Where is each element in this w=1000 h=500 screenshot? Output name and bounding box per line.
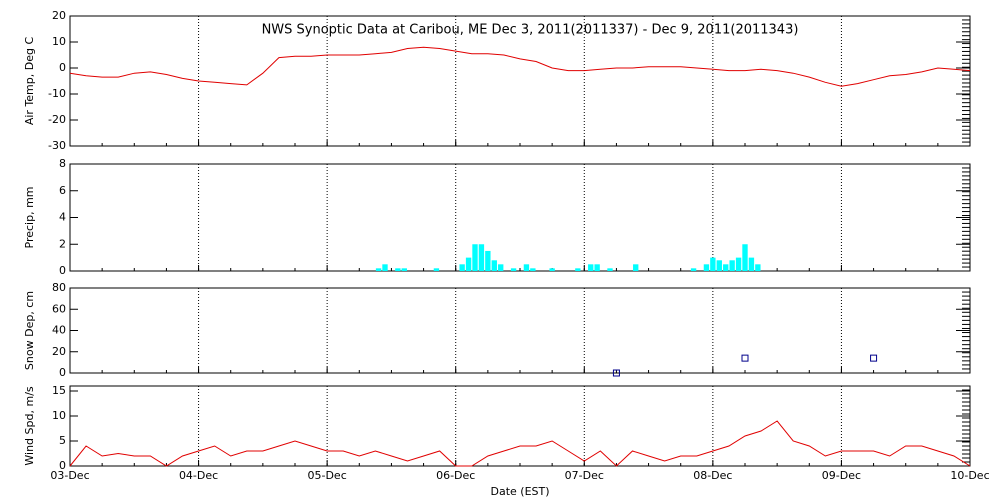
bar xyxy=(498,264,504,271)
y-tick-label: 8 xyxy=(59,157,66,170)
y-tick-label: 20 xyxy=(52,345,66,358)
x-tick-label: 10-Dec xyxy=(950,469,989,482)
bar xyxy=(690,268,697,271)
y-tick-label: 10 xyxy=(52,409,66,422)
plot-frame xyxy=(69,287,971,374)
bar xyxy=(549,268,555,271)
bar xyxy=(748,257,755,271)
bar xyxy=(703,264,710,271)
bar xyxy=(523,264,530,271)
y-tick-label: 0 xyxy=(59,61,66,74)
bar xyxy=(723,264,729,271)
bar xyxy=(485,250,491,271)
bar xyxy=(478,244,485,271)
bar xyxy=(401,268,407,271)
y-tick-label: 20 xyxy=(52,9,66,22)
point xyxy=(870,354,878,362)
data-line xyxy=(69,420,971,467)
y-tick-label: 15 xyxy=(52,384,66,397)
bar xyxy=(375,268,382,271)
x-tick-label: 05-Dec xyxy=(308,469,347,482)
y-tick-label: -10 xyxy=(48,87,66,100)
bar xyxy=(491,260,497,271)
bar xyxy=(716,260,722,271)
bar xyxy=(382,264,388,271)
x-axis-label: Date (EST) xyxy=(490,485,549,498)
y-tick-label: -20 xyxy=(48,113,66,126)
y-tick-label: 60 xyxy=(52,302,66,315)
plot-frame xyxy=(69,385,971,467)
bar xyxy=(607,268,613,271)
y-tick-label: 4 xyxy=(59,211,66,224)
bar xyxy=(465,257,472,271)
x-tick-label: 06-Dec xyxy=(436,469,475,482)
x-tick-label: 07-Dec xyxy=(565,469,604,482)
x-tick-label: 04-Dec xyxy=(179,469,218,482)
point xyxy=(612,369,620,377)
plot-frame xyxy=(69,163,971,272)
y-axis-label: Snow Dep, cm xyxy=(23,291,36,370)
y-tick-label: 6 xyxy=(59,184,66,197)
y-tick-label: -30 xyxy=(48,139,66,152)
y-tick-label: 0 xyxy=(59,459,66,472)
bar xyxy=(433,268,440,271)
point xyxy=(741,354,749,362)
bar xyxy=(710,257,716,271)
x-tick-label: 09-Dec xyxy=(822,469,861,482)
data-line xyxy=(69,46,971,87)
y-tick-label: 0 xyxy=(59,366,66,379)
bar xyxy=(395,268,401,271)
y-tick-label: 5 xyxy=(59,434,66,447)
bar xyxy=(594,264,600,271)
bar xyxy=(633,264,639,271)
y-tick-label: 0 xyxy=(59,264,66,277)
bar xyxy=(472,244,478,271)
bar xyxy=(755,264,761,271)
bar xyxy=(588,264,594,271)
x-tick-label: 08-Dec xyxy=(693,469,732,482)
y-tick-label: 40 xyxy=(52,324,66,337)
y-axis-label: Wind Spd, m/s xyxy=(23,386,36,466)
y-axis-label: Precip, mm xyxy=(23,187,36,249)
bar xyxy=(742,244,748,271)
y-tick-label: 10 xyxy=(52,35,66,48)
bar xyxy=(575,268,581,271)
bar xyxy=(459,264,465,271)
y-tick-label: 2 xyxy=(59,237,66,250)
bar xyxy=(510,268,517,271)
bar xyxy=(530,268,536,271)
bar xyxy=(729,260,735,271)
y-axis-label: Air Temp, Deg C xyxy=(23,37,36,126)
chart-title: NWS Synoptic Data at Caribou, ME Dec 3, … xyxy=(262,23,799,38)
y-tick-label: 80 xyxy=(52,281,66,294)
bar xyxy=(735,257,742,271)
x-tick-label: 03-Dec xyxy=(50,469,89,482)
